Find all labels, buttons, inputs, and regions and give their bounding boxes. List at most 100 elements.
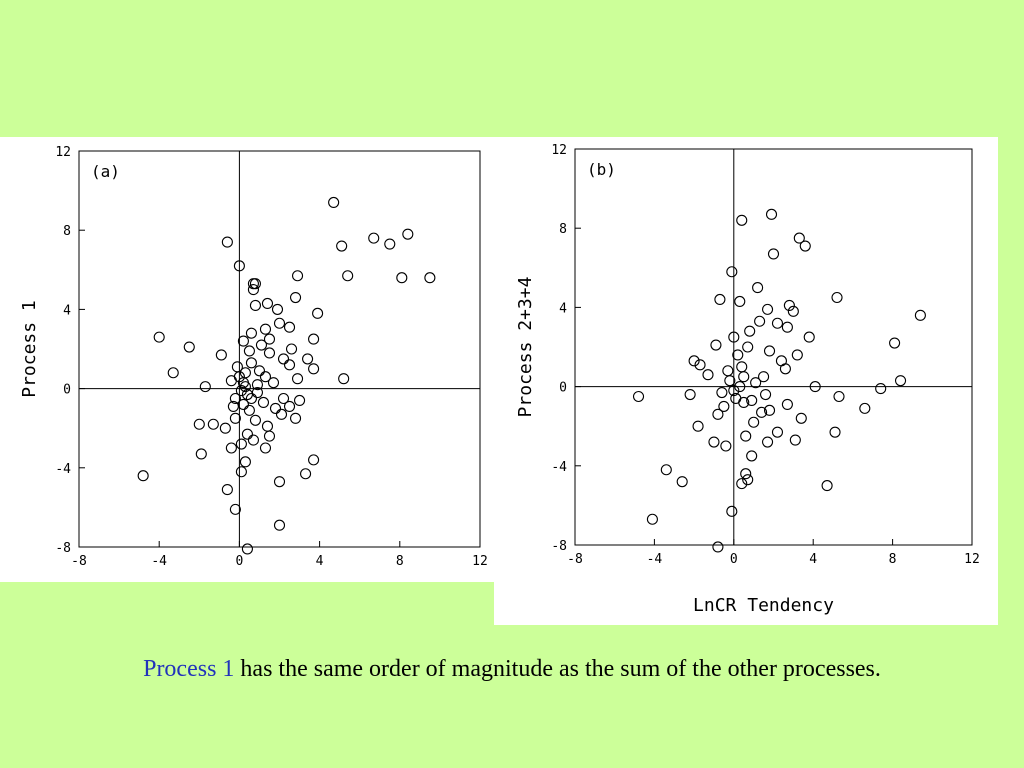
data-point — [799, 240, 811, 252]
y-tick-label: 4 — [559, 301, 567, 316]
data-point — [771, 426, 784, 438]
data-point — [734, 381, 746, 393]
data-point — [763, 404, 776, 416]
data-point — [255, 339, 268, 351]
data-point — [235, 466, 247, 478]
data-point — [308, 454, 320, 466]
data-point — [277, 353, 290, 365]
data-point — [153, 331, 165, 343]
data-point — [779, 363, 791, 375]
data-point — [261, 297, 274, 310]
data-point — [239, 367, 251, 379]
data-point — [293, 394, 306, 407]
y-tick-label: 12 — [55, 145, 71, 160]
data-point — [694, 359, 706, 371]
data-point — [253, 365, 266, 377]
scatter-plot-a: -8 -4 0 4 8 12 -8 -4 0 4 8 12 (a) Process 1 — [19, 145, 488, 569]
data-point — [207, 418, 219, 430]
data-point — [736, 478, 748, 490]
data-point — [342, 270, 354, 282]
data-point — [781, 321, 793, 333]
data-point — [235, 438, 247, 450]
data-point — [793, 232, 805, 244]
data-point — [300, 468, 312, 480]
y-axis-label-b: Process 2+3+4 — [515, 277, 536, 418]
panel-label-b: (b) — [587, 160, 616, 179]
data-point — [193, 418, 205, 430]
data-point — [722, 365, 734, 377]
data-point — [283, 321, 296, 333]
x-tick-label: -8 — [567, 552, 583, 567]
data-point — [708, 436, 720, 448]
data-point — [684, 388, 696, 401]
data-point — [744, 325, 756, 337]
data-point — [894, 375, 907, 387]
data-point — [267, 377, 280, 389]
x-tick-label: -4 — [151, 554, 167, 569]
data-point — [251, 387, 263, 399]
x-tick-label: 0 — [235, 554, 243, 569]
data-point — [239, 456, 251, 468]
y-tick-label: 8 — [63, 224, 71, 239]
slide-caption: Process 1 has the same order of magnitud… — [0, 656, 1024, 683]
caption-text: has the same order of magnitude as the s… — [234, 656, 881, 682]
y-tick-label: 4 — [63, 303, 71, 318]
data-point — [831, 291, 843, 304]
data-point — [261, 420, 274, 432]
data-point — [229, 412, 241, 424]
y-axis-label-a: Process 1 — [19, 300, 40, 398]
data-point — [259, 442, 272, 454]
data-point — [660, 464, 672, 476]
data-point — [702, 369, 714, 381]
data-point — [328, 196, 340, 209]
data-point — [247, 434, 259, 446]
data-point — [821, 480, 833, 492]
data-point — [259, 371, 272, 383]
data-point — [249, 414, 261, 426]
data-point — [760, 388, 772, 401]
x-tick-label: 12 — [964, 552, 980, 567]
data-point — [251, 379, 263, 391]
data-point — [889, 337, 901, 349]
data-point — [263, 347, 276, 359]
data-point — [809, 381, 821, 393]
data-point — [914, 309, 926, 321]
data-point — [736, 214, 748, 226]
data-point — [308, 363, 320, 375]
data-point — [692, 420, 704, 432]
data-point — [285, 343, 298, 355]
data-point — [269, 402, 282, 414]
data-point — [740, 468, 752, 480]
data-point — [338, 373, 350, 385]
data-point — [277, 392, 290, 405]
data-point — [746, 450, 758, 462]
data-point — [750, 377, 762, 389]
data-point — [183, 341, 195, 353]
data-point — [384, 238, 396, 250]
data-point — [781, 398, 793, 410]
chart-panel-b: -8 -4 0 4 8 12 -8 -4 0 4 8 12 (b) Process 2+3+4 LnCR T… — [494, 137, 998, 625]
data-point — [259, 323, 272, 335]
data-point — [291, 270, 304, 282]
plot-frame-b — [574, 148, 973, 546]
data-point — [726, 266, 738, 278]
data-point — [632, 390, 645, 403]
chart-panel-a: -8 -4 0 4 8 12 -8 -4 0 4 8 12 (a) Process 1 — [0, 137, 494, 582]
data-point — [787, 305, 799, 317]
data-point — [875, 383, 887, 395]
data-point — [791, 349, 803, 361]
x-tick-label: 4 — [809, 552, 817, 567]
x-tick-label: -8 — [71, 554, 87, 569]
data-point — [263, 430, 276, 442]
data-point — [245, 357, 257, 369]
data-point — [688, 355, 700, 367]
data-point — [273, 317, 286, 329]
data-point — [803, 331, 815, 343]
y-tick-label: 8 — [559, 222, 567, 237]
data-point — [229, 392, 241, 405]
data-point — [283, 359, 296, 371]
data-point — [833, 390, 845, 403]
data-point — [763, 345, 776, 357]
data-point — [237, 335, 249, 347]
data-point — [289, 412, 302, 424]
